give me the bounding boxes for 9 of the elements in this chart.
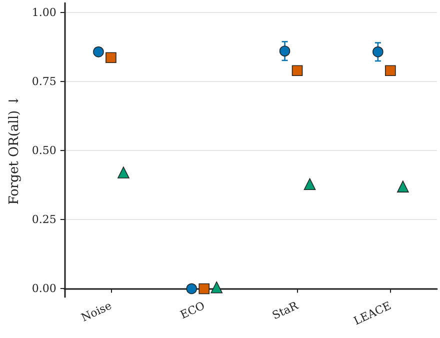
y-tick-label: 0.75 [32,75,56,88]
y-tick-label: 0.25 [32,213,56,226]
x-tick-label: Noise [79,299,114,324]
y-tick-label: 1.00 [32,6,56,20]
x-tick-label: StaR [270,298,301,322]
y-tick-label: 0.50 [32,144,56,158]
y-axis-title: Forget OR(all) ↓ [7,95,22,205]
y-tick-label: 0.00 [32,282,56,296]
x-tick-label: ECO [178,299,207,322]
